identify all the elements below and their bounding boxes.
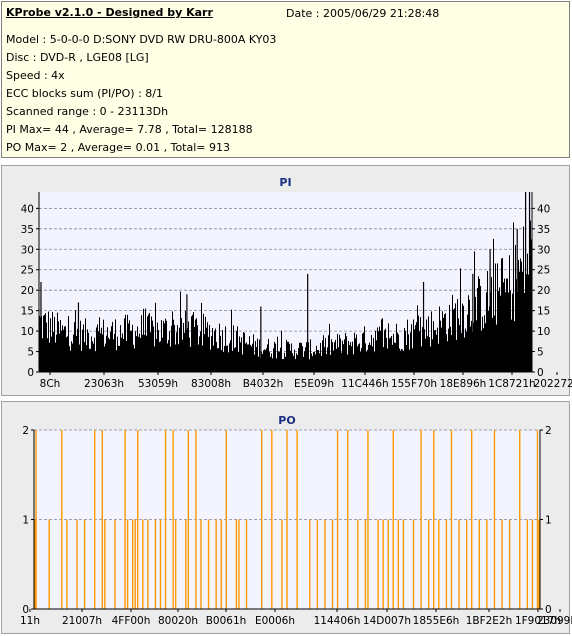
y-tick-label-right: 15 xyxy=(537,306,550,318)
po-chart-panel: PO 0 0 1 1 2 2 11h 21007h 4FF00h 80020h B0061h E0006… xyxy=(1,401,572,634)
y-tick-label-left: 30 xyxy=(21,244,34,256)
y-tick-label-right: 25 xyxy=(537,265,550,277)
y-tick-label-right: 0 xyxy=(545,604,552,616)
y-tick-label-right: 10 xyxy=(537,326,550,338)
y-tick-label-right: 40 xyxy=(537,203,550,215)
x-tick-label: 1C8721h xyxy=(488,378,535,390)
y-tick-label-left: 0 xyxy=(22,604,29,616)
y-tick-label-left: 20 xyxy=(21,285,34,297)
x-tick-label: 4FF00h xyxy=(112,615,151,627)
x-tick-label: E5E09h xyxy=(294,378,334,390)
pi-chart-panel: PI 0 0 5 5 10 10 15 15 20 20 25 25 30 30 35 35 40 40 8Ch 230… xyxy=(1,165,572,396)
info-speed: Speed : 4x xyxy=(6,69,65,82)
y-tick-label-right: 0 xyxy=(537,367,544,379)
x-tick-label: 53059h xyxy=(138,378,178,390)
app-title: KProbe v2.1.0 - Designed by Karr xyxy=(6,6,213,19)
x-tick-label: 23063h xyxy=(84,378,124,390)
info-model: Model : 5-0-0-0 D:SONY DVD RW DRU-800A K… xyxy=(6,33,277,46)
x-tick-label: 11h xyxy=(20,615,40,627)
x-tick-label: 1F9017h xyxy=(515,615,561,627)
info-ecc-sum: ECC blocks sum (PI/PO) : 8/1 xyxy=(6,87,163,100)
x-tick-label: B4032h xyxy=(243,378,284,390)
y-tick-label-right: 30 xyxy=(537,244,550,256)
info-panel: KProbe v2.1.0 - Designed by Karr Date : … xyxy=(1,1,570,158)
y-tick-label-right: 35 xyxy=(537,224,550,236)
series-bars xyxy=(39,192,532,372)
info-pi-stats: PI Max= 44 , Average= 7.78 , Total= 1281… xyxy=(6,123,253,136)
po-chart: PO 0 0 1 1 2 2 11h 21007h 4FF00h 80020h B0061h E0006… xyxy=(20,414,572,627)
y-tick-label-left: 0 xyxy=(27,367,34,379)
y-tick-label-left: 5 xyxy=(27,347,34,359)
info-scanned-range: Scanned range : 0 - 23113Dh xyxy=(6,105,169,118)
y-tick-label-left: 15 xyxy=(21,306,34,318)
y-tick-label-left: 35 xyxy=(21,224,34,236)
series-bars xyxy=(34,430,540,609)
x-tick-label: 1BF2E2h xyxy=(466,615,513,627)
x-tick-label: 11C446h xyxy=(341,378,388,390)
x-tick-label: 114406h xyxy=(314,615,361,627)
pi-chart: PI 0 0 5 5 10 10 15 15 20 20 25 25 30 30 35 35 40 40 8Ch 230… xyxy=(21,176,572,390)
scan-date: Date : 2005/06/29 21:28:48 xyxy=(286,7,440,20)
x-tick-label: 8Ch xyxy=(40,378,61,390)
y-tick-label-left: 40 xyxy=(21,203,34,215)
x-tick-label: 202272h xyxy=(534,378,572,390)
x-tick-label: B0061h xyxy=(206,615,247,627)
x-tick-label: 83008h xyxy=(191,378,231,390)
x-tick-label: 155F70h xyxy=(391,378,437,390)
info-po-stats: PO Max= 2 , Average= 0.01 , Total= 913 xyxy=(6,141,230,154)
x-tick-label: 23099Fh xyxy=(537,615,572,627)
x-tick-label: E0006h xyxy=(255,615,295,627)
y-tick-label-right: 1 xyxy=(545,515,552,527)
x-tick-label: 80020h xyxy=(158,615,198,627)
y-tick-label-left: 2 xyxy=(22,425,29,437)
y-tick-label-left: 10 xyxy=(21,326,34,338)
y-tick-label-right: 2 xyxy=(545,425,552,437)
x-tick-label: 18E896h xyxy=(440,378,487,390)
y-tick-label-left: 25 xyxy=(21,265,34,277)
x-tick-label: 14D007h xyxy=(363,615,411,627)
y-tick-label-left: 1 xyxy=(22,515,29,527)
x-tick-label: 1855E6h xyxy=(413,615,460,627)
y-tick-label-right: 5 xyxy=(537,347,544,359)
chart-title: PO xyxy=(278,414,295,427)
x-tick-label: 21007h xyxy=(62,615,102,627)
y-tick-label-right: 20 xyxy=(537,285,550,297)
chart-title: PI xyxy=(279,176,291,189)
info-disc: Disc : DVD-R , LGE08 [LG] xyxy=(6,51,149,64)
